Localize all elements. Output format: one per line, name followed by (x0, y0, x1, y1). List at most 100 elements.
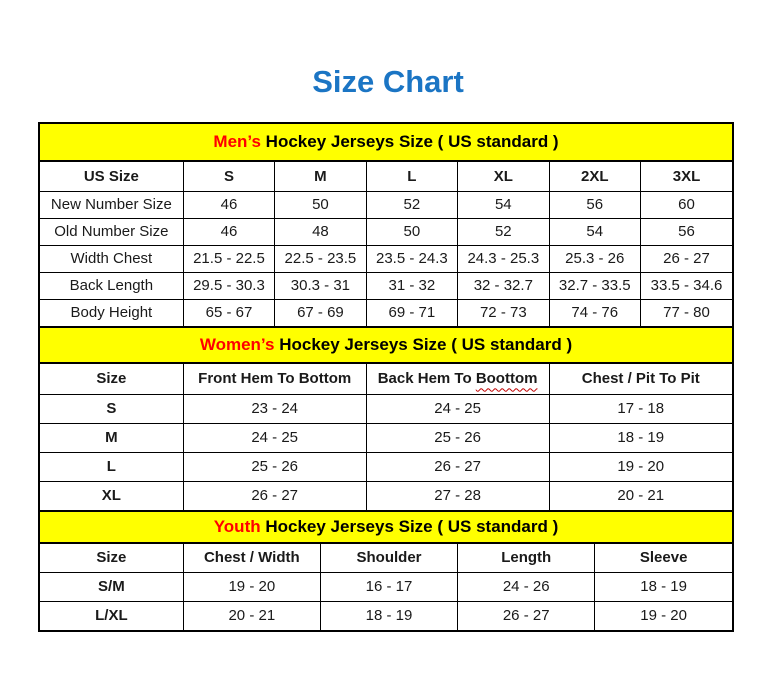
column-header-mens-3: L (365, 162, 459, 192)
cell-womens-0-2: 24 - 25 (365, 393, 550, 424)
cell-mens-2-1: 21.5 - 22.5 (182, 244, 276, 273)
table-row-mens-2: Width Chest 21.5 - 22.5 22.5 - 23.5 23.5 - … (40, 244, 732, 273)
header-row-youth: Size Chest / Width Shoulder Length Sleeve (40, 544, 732, 573)
cell-mens-0-4: 54 (457, 190, 550, 219)
cell-mens-2-3: 23.5 - 24.3 (365, 244, 459, 273)
column-header-youth-4: Sleeve (594, 544, 732, 573)
size-table-mens: US Size S M L XL 2XL 3XL New Number Size 46 50 52 5… (40, 162, 732, 326)
cell-youth-1-4: 19 - 20 (594, 600, 732, 630)
cell-womens-3-3: 20 - 21 (548, 480, 732, 510)
cell-mens-0-2: 50 (274, 190, 367, 219)
table-row-womens-0: S 23 - 24 24 - 25 17 - 18 (40, 393, 732, 424)
cell-mens-0-5: 56 (548, 190, 642, 219)
column-header-womens-3: Chest / Pit To Pit (548, 364, 732, 395)
cell-youth-0-2: 16 - 17 (319, 571, 459, 602)
cell-womens-2-3: 19 - 20 (548, 451, 732, 482)
cell-mens-0-1: 46 (182, 190, 276, 219)
column-header-mens-2: M (274, 162, 367, 192)
cell-mens-2-2: 22.5 - 23.5 (274, 244, 367, 273)
cell-mens-1-6: 56 (640, 217, 732, 246)
cell-mens-3-2: 30.3 - 31 (274, 271, 367, 300)
banner-text-youth: Hockey Jerseys Size ( US standard ) (260, 517, 559, 536)
misspelled-word: Boottom (475, 370, 538, 388)
row-label-mens-3: Back Length (40, 271, 184, 300)
table-row-youth-1: L/XL 20 - 21 18 - 19 26 - 27 19 - 20 (40, 600, 732, 630)
header-row-mens: US Size S M L XL 2XL 3XL (40, 162, 732, 192)
row-label-youth-0: S/M (40, 571, 184, 602)
cell-mens-4-1: 65 - 67 (182, 298, 276, 326)
table-row-womens-2: L 25 - 26 26 - 27 19 - 20 (40, 451, 732, 482)
cell-mens-0-3: 52 (365, 190, 459, 219)
cell-mens-4-2: 67 - 69 (274, 298, 367, 326)
table-row-mens-4: Body Height 65 - 67 67 - 69 69 - 71 72 - 73 7… (40, 298, 732, 326)
cell-mens-3-6: 33.5 - 34.6 (640, 271, 732, 300)
table-row-mens-3: Back Length 29.5 - 30.3 30.3 - 31 31 - 32 32… (40, 271, 732, 300)
cell-youth-1-1: 20 - 21 (182, 600, 321, 630)
cell-mens-2-4: 24.3 - 25.3 (457, 244, 550, 273)
cell-youth-0-1: 19 - 20 (182, 571, 321, 602)
cell-mens-2-6: 26 - 27 (640, 244, 732, 273)
cell-mens-4-4: 72 - 73 (457, 298, 550, 326)
cell-mens-1-3: 50 (365, 217, 459, 246)
row-label-youth-1: L/XL (40, 600, 184, 630)
cell-mens-3-4: 32 - 32.7 (457, 271, 550, 300)
row-label-mens-0: New Number Size (40, 190, 184, 219)
column-header-womens-2: Back Hem To Boottom (365, 364, 550, 395)
column-header-mens-5: 2XL (548, 162, 642, 192)
banner-highlight-mens: Men’s (213, 132, 261, 151)
cell-mens-1-5: 54 (548, 217, 642, 246)
cell-youth-0-4: 18 - 19 (594, 571, 732, 602)
row-label-mens-1: Old Number Size (40, 217, 184, 246)
column-header-mens-4: XL (457, 162, 550, 192)
size-table-youth: Size Chest / Width Shoulder Length Sleeve S/M… (40, 544, 732, 630)
column-header-youth-1: Chest / Width (182, 544, 321, 573)
column-header-mens-6: 3XL (640, 162, 732, 192)
cell-mens-3-5: 32.7 - 33.5 (548, 271, 642, 300)
section-banner-womens: Women’s Hockey Jerseys Size ( US standar… (40, 326, 732, 364)
column-header-youth-3: Length (457, 544, 596, 573)
cell-mens-4-3: 69 - 71 (365, 298, 459, 326)
cell-womens-3-1: 26 - 27 (182, 480, 367, 510)
cell-mens-1-4: 52 (457, 217, 550, 246)
cell-womens-1-3: 18 - 19 (548, 422, 732, 453)
cell-womens-0-1: 23 - 24 (182, 393, 367, 424)
column-header-mens-0: US Size (40, 162, 184, 192)
size-tables-block: Men’s Hockey Jerseys Size ( US standard … (38, 122, 734, 632)
column-header-womens-1: Front Hem To Bottom (182, 364, 367, 395)
table-row-womens-1: M 24 - 25 25 - 26 18 - 19 (40, 422, 732, 453)
cell-youth-1-2: 18 - 19 (319, 600, 459, 630)
row-label-mens-4: Body Height (40, 298, 184, 326)
row-label-womens-2: L (40, 451, 184, 482)
row-label-womens-3: XL (40, 480, 184, 510)
table-row-mens-0: New Number Size 46 50 52 54 56 60 (40, 190, 732, 219)
banner-highlight-youth: Youth (213, 517, 261, 536)
banner-highlight-womens: Women’s (199, 335, 275, 354)
cell-mens-3-3: 31 - 32 (365, 271, 459, 300)
column-header-youth-0: Size (40, 544, 184, 573)
cell-mens-0-6: 60 (640, 190, 732, 219)
size-table-womens: Size Front Hem To Bottom Back Hem To Boott… (40, 364, 732, 510)
cell-womens-2-2: 26 - 27 (365, 451, 550, 482)
cell-mens-2-5: 25.3 - 26 (548, 244, 642, 273)
column-header-mens-1: S (182, 162, 276, 192)
section-banner-youth: Youth Hockey Jerseys Size ( US standard … (40, 510, 732, 544)
table-row-youth-0: S/M 19 - 20 16 - 17 24 - 26 18 - 19 (40, 571, 732, 602)
row-label-womens-1: M (40, 422, 184, 453)
row-label-womens-0: S (40, 393, 184, 424)
cell-youth-1-3: 26 - 27 (457, 600, 596, 630)
row-label-mens-2: Width Chest (40, 244, 184, 273)
cell-womens-2-1: 25 - 26 (182, 451, 367, 482)
banner-text-mens: Hockey Jerseys Size ( US standard ) (260, 132, 559, 151)
cell-mens-1-1: 46 (182, 217, 276, 246)
header-row-womens: Size Front Hem To Bottom Back Hem To Boott… (40, 364, 732, 395)
cell-mens-3-1: 29.5 - 30.3 (182, 271, 276, 300)
banner-text-womens: Hockey Jerseys Size ( US standard ) (274, 335, 573, 354)
section-banner-mens: Men’s Hockey Jerseys Size ( US standard … (40, 124, 732, 162)
cell-mens-4-5: 74 - 76 (548, 298, 642, 326)
page-title: Size Chart (312, 64, 464, 99)
column-header-womens-0: Size (40, 364, 184, 395)
cell-womens-0-3: 17 - 18 (548, 393, 732, 424)
cell-mens-4-6: 77 - 80 (640, 298, 732, 326)
cell-womens-1-2: 25 - 26 (365, 422, 550, 453)
